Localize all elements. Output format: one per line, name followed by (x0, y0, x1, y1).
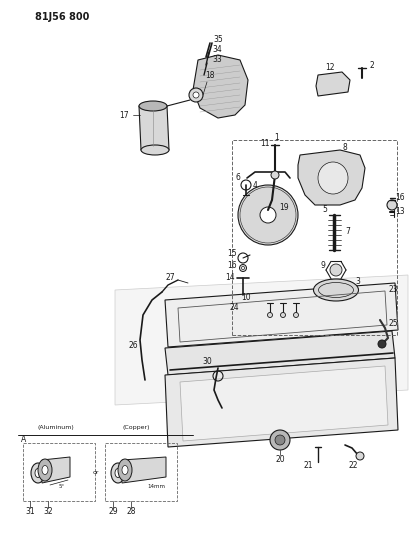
Text: 11: 11 (261, 139, 270, 148)
Text: 1: 1 (275, 133, 279, 141)
Text: 8: 8 (343, 143, 347, 152)
Circle shape (356, 452, 364, 460)
Text: 16: 16 (227, 261, 237, 270)
Polygon shape (165, 358, 398, 447)
Ellipse shape (118, 459, 132, 481)
Circle shape (280, 312, 285, 318)
Ellipse shape (35, 469, 41, 478)
Text: 17: 17 (119, 110, 129, 119)
Text: 9: 9 (320, 261, 325, 270)
Ellipse shape (42, 465, 48, 474)
Text: 12: 12 (325, 63, 335, 72)
Text: 81J56 800: 81J56 800 (35, 12, 89, 22)
Text: 5: 5 (323, 206, 328, 214)
Text: 26: 26 (128, 341, 138, 350)
Text: 23: 23 (388, 286, 398, 295)
Text: 27: 27 (165, 272, 175, 281)
Text: 18: 18 (205, 70, 215, 79)
Text: 31: 31 (25, 507, 35, 516)
Text: 22: 22 (348, 461, 358, 470)
Text: 14: 14 (225, 273, 235, 282)
Text: 2: 2 (370, 61, 374, 69)
Polygon shape (139, 106, 169, 150)
Text: A: A (21, 434, 26, 443)
Circle shape (242, 266, 244, 270)
Ellipse shape (318, 162, 348, 194)
Polygon shape (298, 150, 365, 205)
Ellipse shape (38, 459, 52, 481)
Bar (232, 140, 397, 335)
Ellipse shape (141, 145, 169, 155)
Text: 5°: 5° (59, 484, 65, 489)
Bar (23, 443, 95, 501)
Text: 15: 15 (227, 248, 237, 257)
Circle shape (240, 187, 296, 243)
Circle shape (330, 264, 342, 276)
Text: 14mm: 14mm (147, 484, 165, 489)
Polygon shape (42, 457, 70, 483)
Circle shape (241, 180, 251, 190)
Text: 28: 28 (126, 507, 136, 516)
Circle shape (387, 200, 397, 210)
Text: 25: 25 (388, 319, 398, 327)
Text: 33: 33 (212, 55, 222, 64)
Text: (Copper): (Copper) (122, 424, 150, 430)
Text: 19: 19 (279, 203, 289, 212)
Polygon shape (165, 331, 395, 375)
Bar (105, 443, 177, 501)
Circle shape (271, 171, 279, 179)
Ellipse shape (139, 101, 167, 111)
Text: 10: 10 (241, 294, 251, 303)
Text: 7: 7 (346, 228, 351, 237)
Polygon shape (165, 283, 398, 347)
Ellipse shape (313, 279, 358, 301)
Text: 4: 4 (253, 181, 257, 190)
Polygon shape (316, 72, 350, 96)
Circle shape (378, 340, 386, 348)
Circle shape (189, 88, 203, 102)
Polygon shape (122, 457, 166, 483)
Polygon shape (115, 275, 408, 405)
Text: 20: 20 (275, 456, 285, 464)
Ellipse shape (115, 469, 121, 478)
Text: 34: 34 (212, 45, 222, 54)
Text: 13: 13 (395, 206, 405, 215)
Ellipse shape (111, 463, 125, 483)
Ellipse shape (31, 463, 45, 483)
Text: 30: 30 (202, 358, 212, 367)
Text: 29: 29 (108, 507, 118, 516)
Text: 24: 24 (229, 303, 239, 311)
Circle shape (275, 435, 285, 445)
Text: 6: 6 (235, 174, 240, 182)
Circle shape (260, 207, 276, 223)
Circle shape (238, 185, 298, 245)
Text: 16: 16 (395, 193, 405, 203)
Polygon shape (180, 366, 388, 441)
Circle shape (268, 312, 273, 318)
Text: (Aluminum): (Aluminum) (38, 424, 74, 430)
Text: 32: 32 (43, 507, 53, 516)
Circle shape (238, 253, 248, 263)
Ellipse shape (122, 465, 128, 474)
Text: 3: 3 (356, 278, 361, 287)
Text: or: or (93, 471, 99, 475)
Text: 35: 35 (213, 36, 223, 44)
Text: 21: 21 (303, 461, 313, 470)
Circle shape (270, 430, 290, 450)
Circle shape (294, 312, 299, 318)
Polygon shape (193, 55, 248, 118)
Circle shape (193, 92, 199, 98)
Circle shape (240, 264, 247, 271)
